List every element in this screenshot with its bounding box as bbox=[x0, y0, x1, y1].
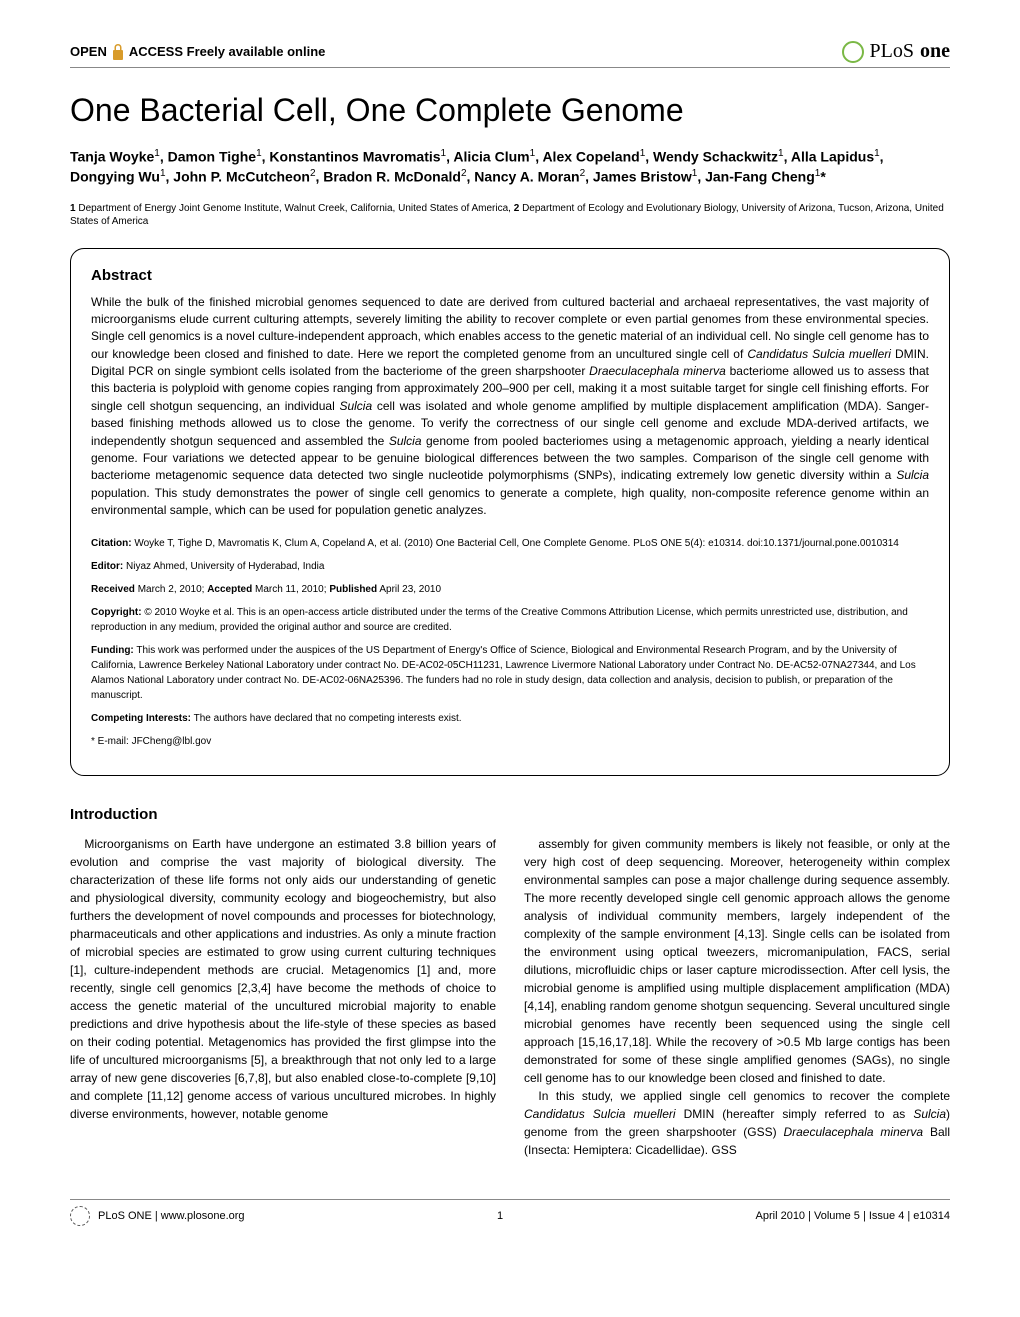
intro-p1: Microorganisms on Earth have undergone a… bbox=[70, 835, 496, 1123]
logo-one: one bbox=[920, 40, 950, 63]
accepted-label: Accepted bbox=[207, 584, 252, 595]
funding-text: This work was performed under the auspic… bbox=[91, 645, 916, 701]
journal-logo: PLoS one bbox=[842, 40, 950, 63]
affiliations: 1 Department of Energy Joint Genome Inst… bbox=[70, 202, 950, 228]
lock-icon bbox=[111, 43, 125, 61]
open-access-rest: ACCESS Freely available online bbox=[129, 44, 326, 59]
abstract-heading: Abstract bbox=[91, 267, 929, 284]
open-text: OPEN bbox=[70, 44, 107, 59]
introduction-heading: Introduction bbox=[70, 806, 950, 823]
competing-text: The authors have declared that no compet… bbox=[194, 713, 462, 724]
body-columns: Microorganisms on Earth have undergone a… bbox=[70, 835, 950, 1159]
page-footer: PLoS ONE | www.plosone.org 1 April 2010 … bbox=[70, 1199, 950, 1226]
email-line: * E-mail: JFCheng@lbl.gov bbox=[91, 734, 929, 749]
header-bar: OPEN ACCESS Freely available online PLoS… bbox=[70, 40, 950, 68]
footer-globe-icon bbox=[70, 1206, 90, 1226]
citation-line: Citation: Woyke T, Tighe D, Mavromatis K… bbox=[91, 536, 929, 551]
funding-label: Funding: bbox=[91, 645, 134, 656]
article-title: One Bacterial Cell, One Complete Genome bbox=[70, 92, 950, 129]
accepted-text: March 11, 2010; bbox=[255, 584, 327, 595]
column-right: assembly for given community members is … bbox=[524, 835, 950, 1159]
published-label: Published bbox=[329, 584, 377, 595]
logo-plos: PLoS bbox=[870, 40, 914, 63]
competing-line: Competing Interests: The authors have de… bbox=[91, 711, 929, 726]
intro-p2: assembly for given community members is … bbox=[524, 835, 950, 1087]
editor-text: Niyaz Ahmed, University of Hyderabad, In… bbox=[126, 561, 324, 572]
column-left: Microorganisms on Earth have undergone a… bbox=[70, 835, 496, 1159]
email-text: JFCheng@lbl.gov bbox=[132, 736, 212, 747]
copyright-line: Copyright: © 2010 Woyke et al. This is a… bbox=[91, 605, 929, 635]
intro-p3: In this study, we applied single cell ge… bbox=[524, 1087, 950, 1159]
footer-issue: April 2010 | Volume 5 | Issue 4 | e10314 bbox=[756, 1210, 950, 1222]
published-text: April 23, 2010 bbox=[379, 584, 441, 595]
competing-label: Competing Interests: bbox=[91, 713, 191, 724]
author-list: Tanja Woyke1, Damon Tighe1, Konstantinos… bbox=[70, 147, 950, 188]
globe-icon bbox=[842, 41, 864, 63]
email-label: * E-mail: bbox=[91, 736, 129, 747]
open-access-label: OPEN ACCESS Freely available online bbox=[70, 43, 325, 61]
footer-journal: PLoS ONE | www.plosone.org bbox=[98, 1210, 245, 1222]
abstract-panel: Abstract While the bulk of the finished … bbox=[70, 248, 950, 776]
copyright-text: © 2010 Woyke et al. This is an open-acce… bbox=[91, 607, 908, 633]
received-text: March 2, 2010; bbox=[138, 584, 205, 595]
abstract-text: While the bulk of the finished microbial… bbox=[91, 294, 929, 520]
article-meta: Citation: Woyke T, Tighe D, Mavromatis K… bbox=[91, 536, 929, 749]
funding-line: Funding: This work was performed under t… bbox=[91, 643, 929, 703]
citation-label: Citation: bbox=[91, 538, 132, 549]
footer-page-number: 1 bbox=[497, 1210, 503, 1222]
citation-text: Woyke T, Tighe D, Mavromatis K, Clum A, … bbox=[134, 538, 899, 549]
received-label: Received bbox=[91, 584, 135, 595]
editor-label: Editor: bbox=[91, 561, 123, 572]
footer-left: PLoS ONE | www.plosone.org bbox=[70, 1206, 245, 1226]
editor-line: Editor: Niyaz Ahmed, University of Hyder… bbox=[91, 559, 929, 574]
copyright-label: Copyright: bbox=[91, 607, 142, 618]
dates-line: Received March 2, 2010; Accepted March 1… bbox=[91, 582, 929, 597]
